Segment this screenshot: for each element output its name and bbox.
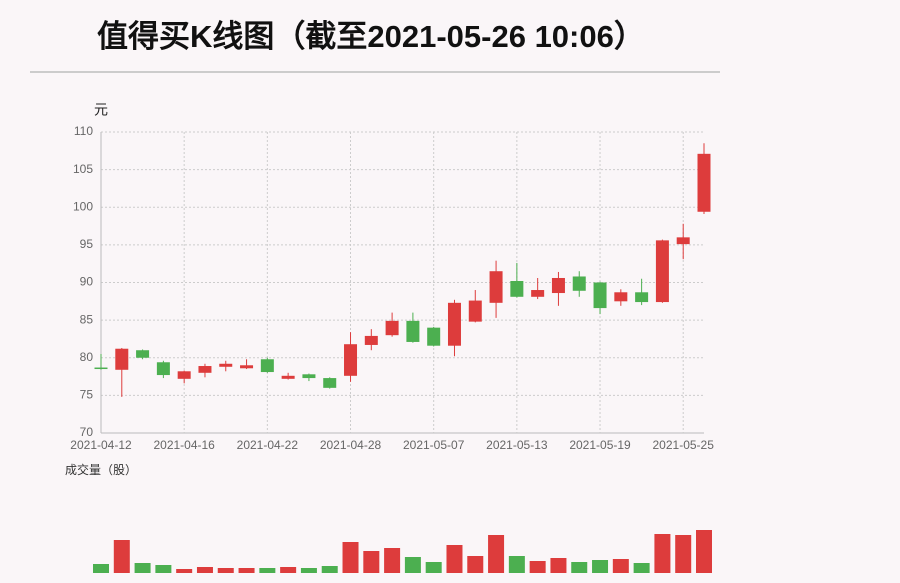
volume-bar (592, 560, 609, 573)
candle-body (323, 378, 337, 388)
volume-bar (259, 568, 276, 573)
volume-bar (404, 557, 421, 573)
volume-bar (342, 542, 359, 573)
candle-body (385, 320, 399, 336)
volume-bar (238, 568, 255, 573)
candle-body (510, 280, 524, 297)
volume-label: 成交量（股） (65, 462, 137, 477)
candle-body (198, 366, 212, 373)
volume-bar (446, 545, 463, 573)
x-tick-label: 2021-04-16 (153, 438, 215, 452)
volume-bar (654, 534, 671, 573)
volume-bar (300, 568, 317, 573)
volume-bar (155, 565, 172, 573)
candle-body (551, 277, 565, 294)
volume-bar (280, 567, 297, 573)
candle-body (655, 240, 669, 303)
candle-body (676, 237, 690, 245)
y-tick-label: 100 (73, 199, 93, 213)
volume-bar (196, 567, 213, 573)
candle-body (94, 367, 108, 370)
volume-bar (134, 563, 151, 573)
y-tick-label: 80 (80, 350, 94, 364)
volume-bar (467, 556, 484, 573)
volume-bar (384, 548, 401, 573)
x-tick-label: 2021-04-12 (70, 438, 132, 452)
volume-bar (363, 551, 380, 573)
x-tick-label: 2021-05-13 (486, 438, 548, 452)
y-tick-label: 110 (74, 124, 93, 138)
candle-body (406, 320, 420, 342)
candle-body (364, 335, 378, 345)
volume-bar (612, 559, 629, 573)
candle-body (468, 300, 482, 322)
volume-bar (633, 563, 650, 573)
volume-bar (675, 535, 692, 573)
candle-body (489, 271, 503, 303)
volume-bar (696, 530, 712, 573)
y-tick-label: 90 (80, 275, 94, 289)
candle-body (531, 290, 545, 297)
x-tick-label: 2021-05-19 (569, 438, 631, 452)
volume-bar (571, 562, 588, 573)
x-tick-label: 2021-05-25 (653, 438, 715, 452)
volume-bar (217, 568, 234, 573)
candle-body (697, 153, 711, 212)
candle-body (344, 344, 358, 376)
candle-body (156, 362, 170, 376)
candle-body (302, 374, 316, 379)
volume-bar (508, 556, 525, 573)
x-tick-label: 2021-04-28 (320, 438, 382, 452)
candle-body (447, 302, 461, 346)
candle-body (572, 276, 586, 291)
volume-bar (321, 566, 338, 573)
volume-bar (425, 562, 442, 573)
volume-bar (113, 540, 130, 573)
y-axis-unit: 元 (94, 102, 108, 118)
candle-body (240, 365, 254, 369)
candle-body (635, 292, 649, 303)
candle-body (115, 348, 129, 370)
y-tick-label: 70 (80, 425, 94, 439)
volume-bar (176, 569, 193, 573)
candle-body (177, 371, 191, 379)
y-tick-label: 105 (73, 162, 93, 176)
volume-bar (529, 561, 546, 573)
candle-body (593, 282, 607, 309)
candle-body (136, 350, 150, 358)
x-tick-label: 2021-05-07 (403, 438, 465, 452)
candle-body (281, 375, 295, 379)
y-tick-label: 85 (80, 312, 94, 326)
y-tick-label: 75 (80, 388, 94, 402)
chart-title: 值得买K线图（截至2021-05-26 10:06） (97, 19, 645, 54)
volume-bar (93, 564, 109, 573)
candle-body (614, 292, 628, 302)
candle-body (219, 363, 233, 367)
candle-body (260, 359, 274, 373)
x-tick-label: 2021-04-22 (237, 438, 299, 452)
volume-bar (488, 535, 505, 573)
volume-bar (550, 558, 567, 573)
candle-body (427, 327, 441, 346)
y-tick-label: 95 (80, 237, 94, 251)
